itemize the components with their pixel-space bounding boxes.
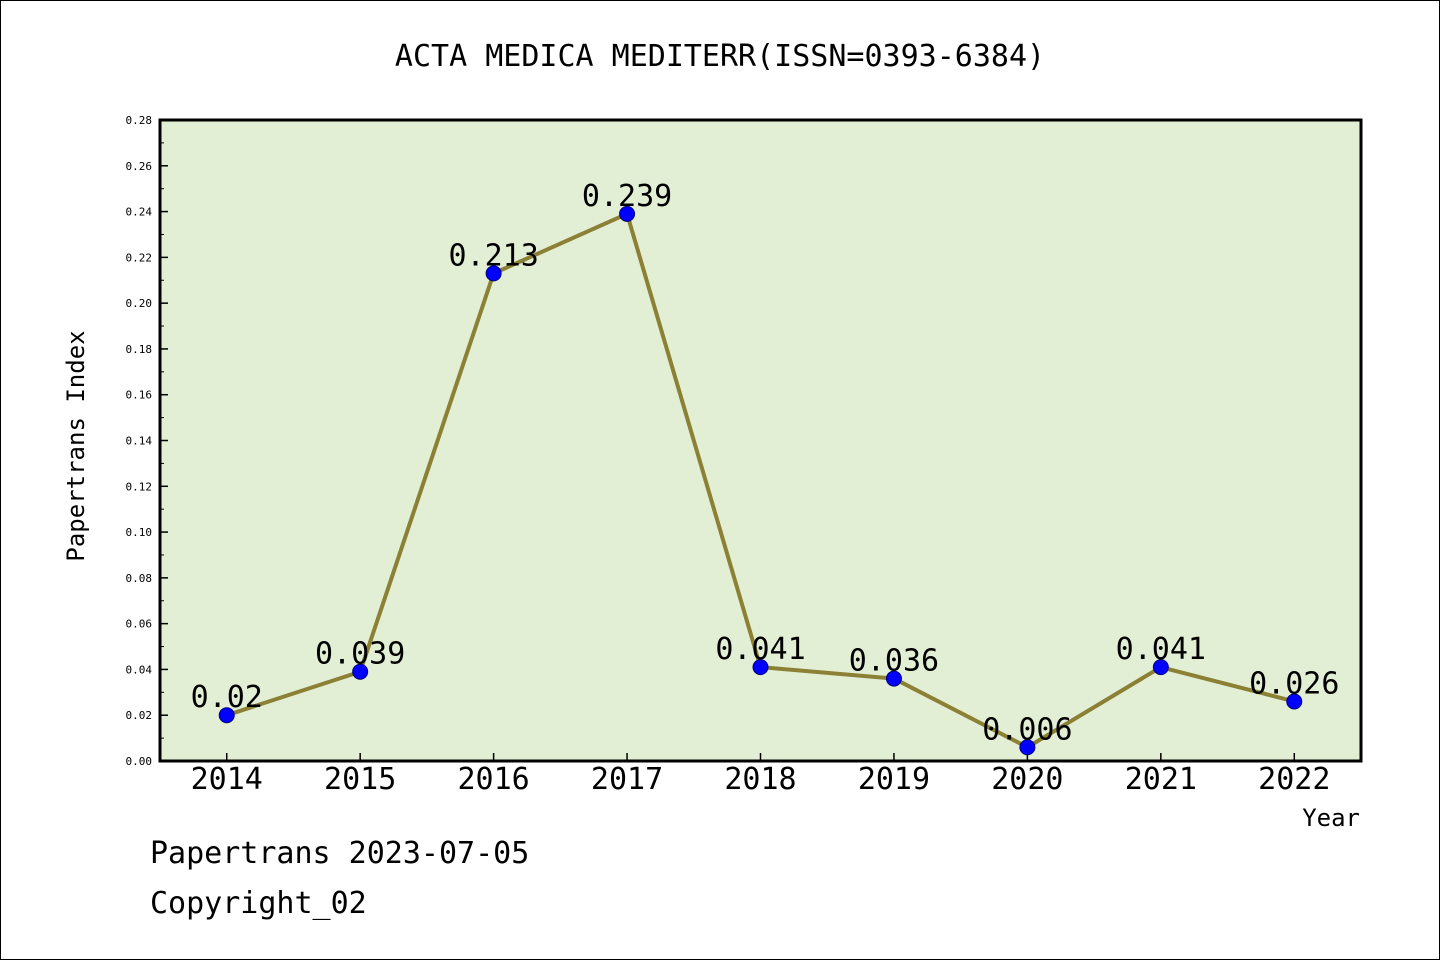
y-tick-label: 0.28 <box>126 114 153 127</box>
y-tick-label: 0.16 <box>126 389 153 402</box>
y-tick-label: 0.22 <box>126 251 153 264</box>
y-tick-label: 0.20 <box>126 297 153 310</box>
source-date-text: Papertrans 2023-07-05 <box>150 836 530 871</box>
y-tick-label: 0.26 <box>126 160 153 173</box>
chart-title: ACTA MEDICA MEDITERR(ISSN=0393-6384) <box>395 39 1045 74</box>
y-axis: 0.00 0.02 0.04 0.06 0.08 0.10 0.12 0.14 0.16 0.18… <box>126 114 168 768</box>
x-tick-label: 2014 <box>191 762 263 797</box>
y-tick-label: 0.06 <box>126 618 153 631</box>
y-tick-label: 0.14 <box>126 435 153 448</box>
copyright-text: Copyright_02 <box>150 886 367 921</box>
data-point <box>619 205 636 222</box>
y-axis-label: Papertrans Index <box>62 330 90 561</box>
data-label: 0.039 <box>315 637 405 672</box>
x-tick-label: 2019 <box>858 762 930 797</box>
data-label: 0.026 <box>1249 666 1339 701</box>
y-tick-label: 0.04 <box>126 663 153 676</box>
data-point <box>885 670 902 687</box>
data-label: 0.041 <box>1116 632 1206 667</box>
x-tick-label: 2020 <box>991 762 1063 797</box>
data-point <box>218 707 235 724</box>
series-layer: 0.02 0.039 0.213 0.239 0.041 0.036 0.006 0.041 0… <box>191 179 1339 756</box>
data-point <box>1286 693 1303 710</box>
data-point <box>1019 739 1036 756</box>
data-label: 0.239 <box>582 179 672 214</box>
x-axis-label: Year <box>1302 804 1360 832</box>
x-tick-label: 2015 <box>324 762 396 797</box>
y-tick-label: 0.18 <box>126 343 153 356</box>
data-label: 0.006 <box>982 712 1072 747</box>
y-tick-label: 0.12 <box>126 480 153 493</box>
y-tick-label: 0.08 <box>126 572 153 585</box>
x-tick-label: 2022 <box>1258 762 1330 797</box>
data-point <box>352 663 369 680</box>
plot-area <box>158 118 1363 763</box>
data-label: 0.041 <box>715 632 805 667</box>
data-label: 0.02 <box>191 680 263 715</box>
x-tick-label: 2018 <box>724 762 796 797</box>
data-label: 0.213 <box>448 238 538 273</box>
x-tick-label: 2017 <box>591 762 663 797</box>
y-tick-label: 0.10 <box>126 526 153 539</box>
x-axis: 2014 2015 2016 2017 2018 2019 2020 2021 2022 <box>191 753 1330 797</box>
x-tick-label: 2021 <box>1125 762 1197 797</box>
y-tick-label: 0.02 <box>126 709 153 722</box>
x-tick-label: 2016 <box>457 762 529 797</box>
y-tick-label: 0.00 <box>126 755 153 768</box>
data-point <box>485 265 502 282</box>
data-point <box>752 659 769 676</box>
y-tick-label: 0.24 <box>126 206 153 219</box>
data-point <box>1152 659 1169 676</box>
data-label: 0.036 <box>849 644 939 679</box>
